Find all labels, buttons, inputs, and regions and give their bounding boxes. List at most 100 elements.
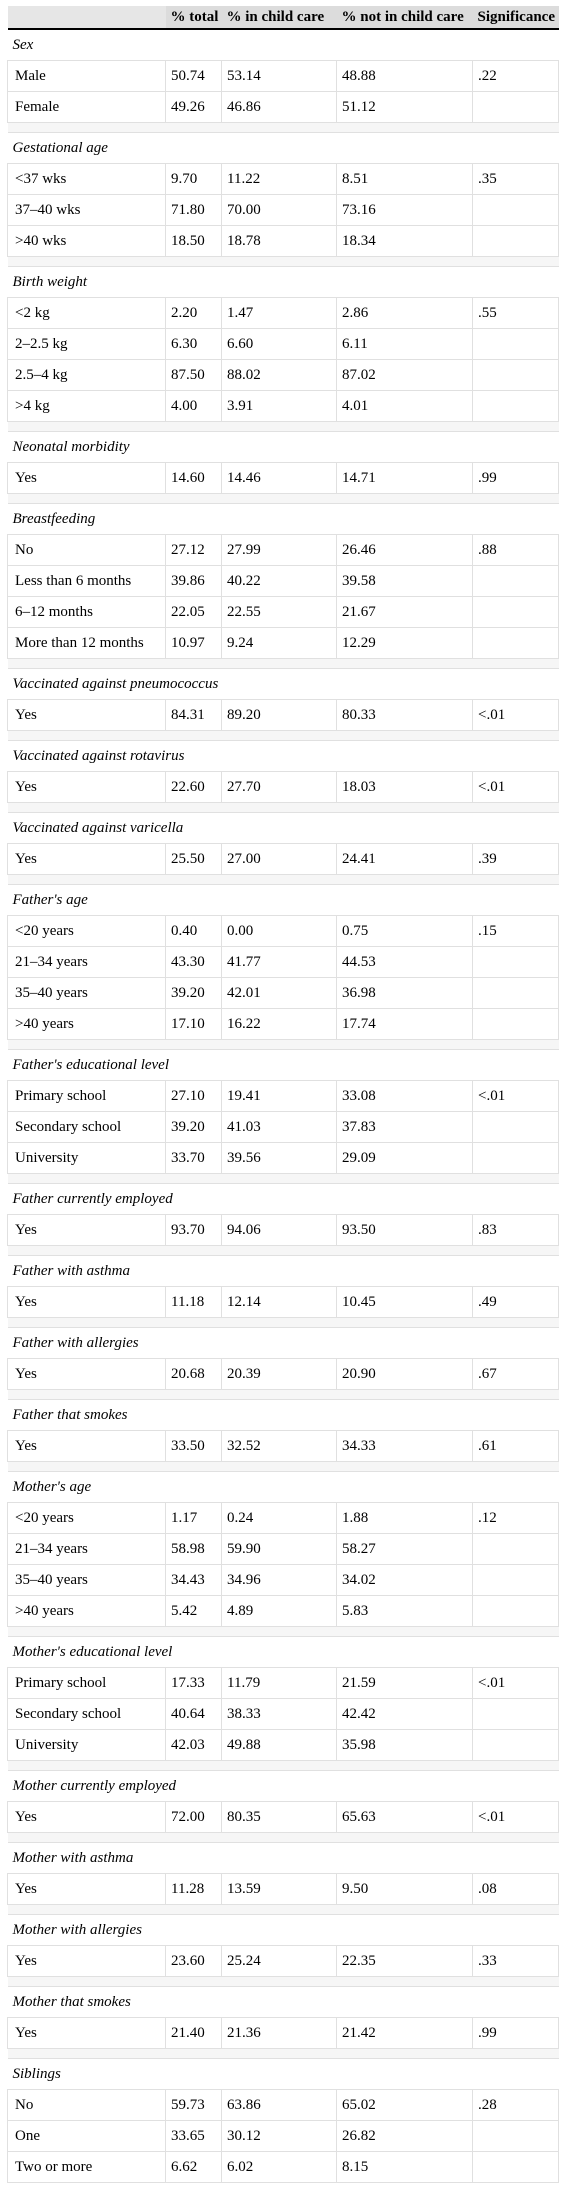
significance-cell: [472, 1533, 559, 1565]
section-spacer: [7, 2048, 559, 2059]
not-in-child-care-cell: 93.50: [336, 1214, 473, 1246]
not-in-child-care-cell: 73.16: [336, 194, 473, 226]
table-row: Yes 20.68 20.39 20.90.67: [7, 1358, 559, 1390]
section-spacer: [7, 1832, 559, 1843]
significance-cell: [472, 1698, 559, 1730]
not-in-child-care-cell: 21.67: [336, 596, 473, 628]
spacer-cell: [7, 1904, 559, 1915]
significance-cell: [472, 596, 559, 628]
significance-cell: [472, 2151, 559, 2183]
significance-cell: [472, 1008, 559, 1040]
total-cell: 25.50: [165, 843, 222, 875]
section-title: Mother with allergies: [7, 1914, 559, 1946]
spacer-cell: [7, 1976, 559, 1987]
spacer-cell: [7, 1461, 559, 1472]
table-row: <20 years 0.40 0.00 0.75.15: [7, 915, 559, 947]
in-child-care-cell: 6.60: [221, 328, 337, 360]
total-cell: 27.10: [165, 1080, 222, 1112]
in-child-care-cell: 21.36: [221, 2017, 337, 2049]
section-spacer: [7, 874, 559, 885]
total-cell: 72.00: [165, 1801, 222, 1833]
table-header: % total % in child care % not in child c…: [7, 6, 559, 30]
in-child-care-cell: 13.59: [221, 1873, 337, 1905]
not-in-child-care-cell: 4.01: [336, 390, 473, 422]
in-child-care-cell: 40.22: [221, 565, 337, 597]
total-cell: 11.18: [165, 1286, 222, 1318]
in-child-care-cell: 49.88: [221, 1729, 337, 1761]
section-row: Mother's age: [7, 1471, 559, 1503]
not-in-child-care-cell: 42.42: [336, 1698, 473, 1730]
significance-cell: [472, 1595, 559, 1627]
table-row: Secondary school 40.64 38.33 42.42: [7, 1698, 559, 1730]
total-cell: 11.28: [165, 1873, 222, 1905]
header-in-child-care: % in child care: [221, 6, 337, 30]
total-cell: 6.62: [165, 2151, 222, 2183]
significance-cell: [472, 359, 559, 391]
significance-cell: .15: [472, 915, 559, 947]
in-child-care-cell: 1.47: [221, 297, 337, 329]
significance-cell: [472, 977, 559, 1009]
in-child-care-cell: 46.86: [221, 91, 337, 123]
in-child-care-cell: 16.22: [221, 1008, 337, 1040]
section-title: Vaccinated against varicella: [7, 812, 559, 844]
in-child-care-cell: 20.39: [221, 1358, 337, 1390]
spacer-cell: [7, 1317, 559, 1328]
not-in-child-care-cell: 5.83: [336, 1595, 473, 1627]
spacer-cell: [7, 1389, 559, 1400]
row-label: Secondary school: [7, 1111, 166, 1143]
significance-cell: [472, 2120, 559, 2152]
spacer-cell: [7, 1173, 559, 1184]
table-row: Primary school 27.10 19.41 33.08 <.01: [7, 1080, 559, 1112]
in-child-care-cell: 94.06: [221, 1214, 337, 1246]
significance-cell: [472, 328, 559, 360]
section-row: Siblings: [7, 2058, 559, 2090]
section-title: Breastfeeding: [7, 503, 559, 535]
section-spacer: [7, 1039, 559, 1050]
header-not-in-child-care: % not in child care: [336, 6, 473, 30]
section-row: Breastfeeding: [7, 503, 559, 535]
not-in-child-care-cell: 14.71: [336, 462, 473, 494]
in-child-care-cell: 4.89: [221, 1595, 337, 1627]
total-cell: 49.26: [165, 91, 222, 123]
in-child-care-cell: 32.52: [221, 1430, 337, 1462]
section-spacer: [7, 1626, 559, 1637]
section-spacer: [7, 1461, 559, 1472]
in-child-care-cell: 41.03: [221, 1111, 337, 1143]
total-cell: 39.20: [165, 977, 222, 1009]
in-child-care-cell: 27.00: [221, 843, 337, 875]
table-row: >40 years 5.42 4.89 5.83: [7, 1595, 559, 1627]
total-cell: 5.42: [165, 1595, 222, 1627]
not-in-child-care-cell: 20.90: [336, 1358, 473, 1390]
spacer-cell: [7, 658, 559, 669]
not-in-child-care-cell: 29.09: [336, 1142, 473, 1174]
total-cell: 87.50: [165, 359, 222, 391]
significance-cell: [472, 91, 559, 123]
significance-cell: [472, 194, 559, 226]
total-cell: 27.12: [165, 534, 222, 566]
not-in-child-care-cell: 26.82: [336, 2120, 473, 2152]
table-row: Yes 14.60 14.46 14.71.99: [7, 462, 559, 494]
section-spacer: [7, 1976, 559, 1987]
table-row: One 33.65 30.12 26.82: [7, 2120, 559, 2152]
in-child-care-cell: 27.70: [221, 771, 337, 803]
total-cell: 0.40: [165, 915, 222, 947]
row-label: Yes: [7, 1430, 166, 1462]
significance-cell: .35: [472, 163, 559, 195]
row-label: Two or more: [7, 2151, 166, 2183]
section-spacer: [7, 1904, 559, 1915]
not-in-child-care-cell: 0.75: [336, 915, 473, 947]
in-child-care-cell: 11.79: [221, 1667, 337, 1699]
not-in-child-care-cell: 2.86: [336, 297, 473, 329]
total-cell: 1.17: [165, 1502, 222, 1534]
table-row: Yes 23.60 25.24 22.35.33: [7, 1945, 559, 1977]
not-in-child-care-cell: 21.42: [336, 2017, 473, 2049]
not-in-child-care-cell: 21.59: [336, 1667, 473, 1699]
significance-cell: .49: [472, 1286, 559, 1318]
table-row: Primary school 17.33 11.79 21.59 <.01: [7, 1667, 559, 1699]
significance-cell: .33: [472, 1945, 559, 1977]
row-label: >40 years: [7, 1008, 166, 1040]
row-label: 6–12 months: [7, 596, 166, 628]
significance-cell: .12: [472, 1502, 559, 1534]
table-row: Secondary school 39.20 41.03 37.83: [7, 1111, 559, 1143]
in-child-care-cell: 11.22: [221, 163, 337, 195]
